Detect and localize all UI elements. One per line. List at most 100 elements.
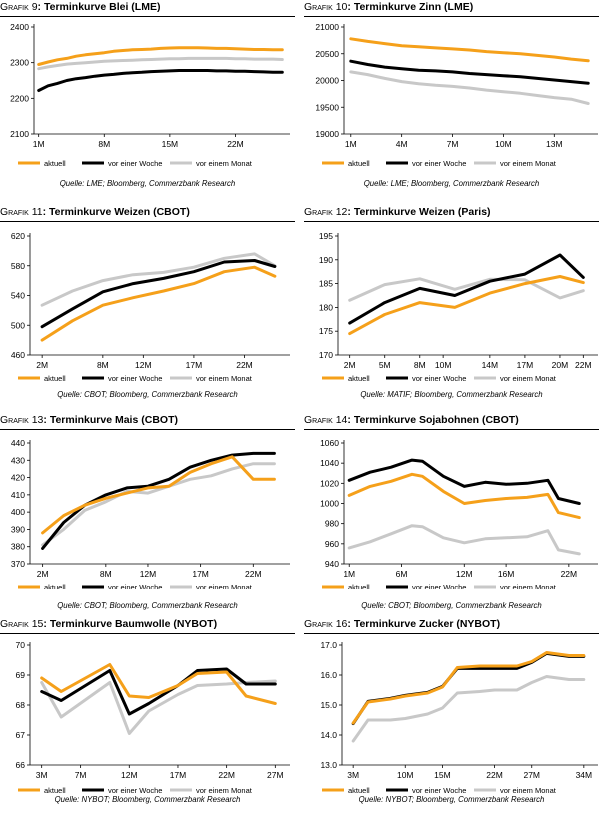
chart-title: Grafik 10: Terminkurve Zinn (LME) [304,0,599,17]
legend-vor-einer-woche-label: vor einer Woche [412,583,466,589]
x-tick-label: 22M [245,569,262,579]
y-tick-label: 2400 [10,22,29,32]
x-tick-label: 3M [347,770,359,780]
vor-einer-woche-line [351,651,586,726]
y-tick-label: 180 [319,302,333,312]
y-tick-label: 410 [11,490,25,500]
legend-vor-einer-woche-label: vor einer Woche [412,374,466,381]
chart-source: Quelle: NYBOT; Bloomberg, Commerzbank Re… [358,795,545,804]
aktuell-line [347,472,581,520]
aktuell-line [351,651,586,725]
x-tick-label: 3M [36,770,48,780]
legend-vor-einer-woche-label: vor einer Woche [108,786,162,793]
y-tick-label: 1040 [320,458,339,468]
x-tick-label: 1M [343,569,355,579]
legend-vor-einem-monat-label: vor einem Monat [500,159,557,168]
chart-plot: 170 175 180 185 190 195 2M 5M 8M 10M 14M 17M 20M 22M a… [319,231,598,381]
chart-source: Quelle: CBOT; Bloomberg, Commerzbank Res… [361,601,542,610]
y-tick-label: 175 [319,326,333,336]
chart-plot: 13.0 14.0 15.0 16.0 17.0 3M 10M 15M 22M 27M 34M akt… [320,640,598,793]
legend-aktuell-label: aktuell [44,583,66,589]
y-tick-label: 19000 [315,129,339,139]
y-tick-label: 370 [11,559,25,569]
x-tick-label: 12M [140,569,157,579]
y-tick-label: 1020 [320,478,339,488]
legend-vor-einem-monat-label: vor einem Monat [196,159,253,168]
x-tick-label: 4M [396,139,408,149]
x-tick-label: 7M [75,770,87,780]
y-tick-label: 620 [11,231,25,241]
y-tick-label: 20500 [315,49,339,59]
y-tick-label: 68 [16,700,26,710]
y-tick-label: 13.0 [320,760,337,770]
chart-panel-baumwolle: Grafik 15: Terminkurve Baumwolle (NYBOT)… [0,617,295,818]
y-tick-label: 66 [16,760,26,770]
x-tick-label: 17M [186,360,203,370]
y-tick-label: 15.0 [320,700,337,710]
x-tick-label: 17M [192,569,209,579]
chart-source: Quelle: NYBOT; Bloomberg, Commerzbank Re… [54,795,241,804]
chart-panel-zucker: Grafik 16: Terminkurve Zucker (NYBOT) 13… [304,617,599,818]
y-tick-label: 14.0 [320,730,337,740]
chart-title: Grafik 14: Terminkurve Sojabohnen (CBOT) [304,413,599,430]
chart-plot: 2100 2200 2300 2400 1M 8M 15M 22M aktuell vor ein… [10,22,290,168]
y-tick-label: 580 [11,261,25,271]
legend-aktuell-label: aktuell [44,374,66,381]
x-tick-label: 7M [447,139,459,149]
legend-vor-einer-woche-label: vor einer Woche [412,159,466,168]
y-tick-label: 185 [319,279,333,289]
x-tick-label: 12M [135,360,152,370]
x-tick-label: 17M [517,360,534,370]
x-tick-label: 22M [227,139,244,149]
aktuell-line [41,455,276,535]
y-tick-label: 2100 [10,129,29,139]
vor-einem-monat-line [41,462,276,547]
legend-aktuell-label: aktuell [348,583,370,589]
y-tick-label: 940 [325,559,339,569]
y-tick-label: 440 [11,438,25,448]
x-tick-label: 27M [267,770,284,780]
y-tick-label: 195 [319,231,333,241]
vor-einem-monat-line [347,524,581,556]
x-tick-label: 2M [344,360,356,370]
x-tick-label: 2M [36,360,48,370]
y-tick-label: 19500 [315,102,339,112]
x-tick-label: 22M [561,569,578,579]
chart-panel-weizen-paris: Grafik 12: Terminkurve Weizen (Paris) 17… [304,205,599,406]
chart-title: Grafik 9: Terminkurve Blei (LME) [0,0,295,17]
legend-aktuell-label: aktuell [44,159,66,168]
aktuell-line [40,663,277,705]
chart-source: Quelle: LME; Bloomberg, Commerzbank Rese… [363,179,540,188]
vor-einer-woche-line [37,69,284,92]
x-tick-label: 10M [495,139,512,149]
legend-aktuell-label: aktuell [348,159,370,168]
x-tick-label: 2M [37,569,49,579]
y-tick-label: 190 [319,255,333,265]
chart-plot: 370 380 390 400 410 420 430 440 2M 8M 12M 17M 22M akt… [11,438,290,589]
x-tick-label: 15M [162,139,179,149]
x-tick-label: 27M [523,770,540,780]
vor-einer-woche-line [347,458,581,505]
x-tick-label: 10M [397,770,414,780]
chart-title: Grafik 15: Terminkurve Baumwolle (NYBOT) [0,617,295,634]
legend-vor-einer-woche-label: vor einer Woche [412,786,466,793]
legend-aktuell-label: aktuell [44,786,66,793]
y-tick-label: 960 [325,539,339,549]
y-tick-label: 1060 [320,438,339,448]
chart-title: Grafik 11: Terminkurve Weizen (CBOT) [0,205,295,222]
chart-panel-mais: Grafik 13: Terminkurve Mais (CBOT) 370 38… [0,413,295,614]
x-tick-label: 22M [236,360,253,370]
chart-source: Quelle: CBOT; Bloomberg, Commerzbank Res… [57,390,238,399]
y-tick-label: 70 [16,640,26,650]
chart-source: Quelle: CBOT; Bloomberg, Commerzbank Res… [57,601,238,610]
x-tick-label: 22M [218,770,235,780]
vor-einem-monat-line [351,675,586,743]
chart-panel-weizen-cbot: Grafik 11: Terminkurve Weizen (CBOT) 460… [0,205,295,406]
x-tick-label: 22M [486,770,503,780]
aktuell-line [348,275,585,336]
x-tick-label: 17M [170,770,187,780]
chart-panel-blei: Grafik 9: Terminkurve Blei (LME) 2100 220… [0,0,295,201]
aktuell-line [37,46,284,66]
x-tick-label: 22M [575,360,592,370]
legend-vor-einem-monat-label: vor einem Monat [500,374,557,381]
